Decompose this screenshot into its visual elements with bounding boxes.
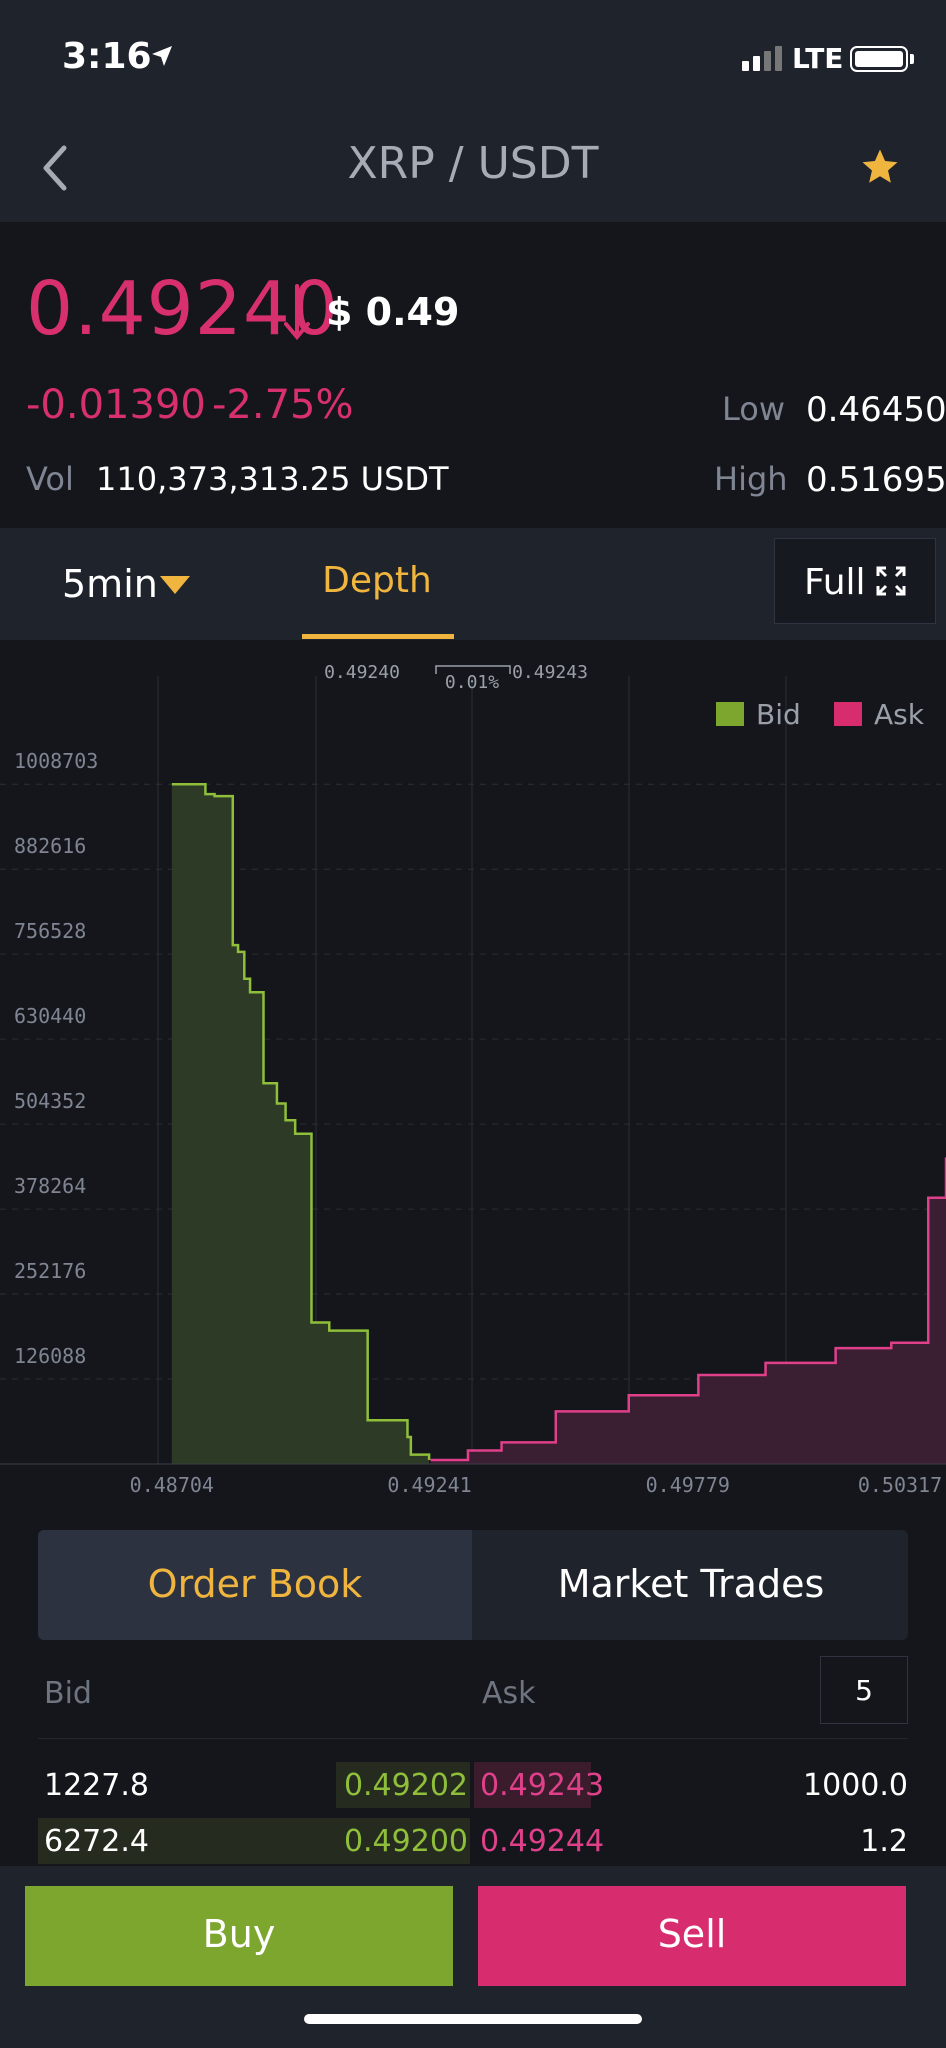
ask-price[interactable]: 0.49244: [480, 1824, 605, 1859]
usd-price: $ 0.49: [326, 290, 460, 334]
x-tick-label: 0.49779: [646, 1473, 730, 1497]
fullscreen-label: Full: [804, 562, 866, 603]
status-bar: [0, 0, 946, 115]
price-change-percent: -2.75%: [212, 382, 354, 428]
legend-label-bid: Bid: [756, 698, 801, 731]
network-label: LTE: [792, 42, 844, 75]
spread-bid-price: 0.49240: [324, 662, 400, 683]
order-book-ask-header: Ask: [482, 1676, 536, 1711]
pair-title: XRP / USDT: [347, 138, 599, 189]
ask-quantity: 1000.0: [803, 1768, 908, 1803]
bid-depth-bar: [38, 1818, 470, 1864]
spread-percent: 0.01%: [445, 672, 499, 693]
y-tick-label: 882616: [14, 834, 86, 858]
ask-depth-bar: [474, 1762, 591, 1808]
ticker-panel: [0, 222, 946, 528]
bid-price[interactable]: 0.49200: [343, 1824, 468, 1859]
depth-level-value[interactable]: 5: [855, 1674, 873, 1707]
battery-tip: [910, 54, 914, 64]
bid-quantity: 6272.4: [44, 1824, 149, 1859]
tab-depth[interactable]: Depth: [322, 560, 432, 601]
location-arrow-icon: [152, 46, 172, 66]
sell-button-label[interactable]: Sell: [657, 1912, 727, 1956]
low-label: Low: [722, 390, 786, 428]
caret-down-icon[interactable]: [160, 576, 190, 594]
bid-area: [171, 784, 430, 1464]
battery-icon: [850, 46, 908, 72]
x-tick-label: 0.49241: [387, 1473, 471, 1497]
y-tick-label: 252176: [14, 1259, 86, 1283]
tab-order-book-label[interactable]: Order Book: [147, 1562, 363, 1606]
high-value: 0.51695: [806, 460, 946, 500]
spread-bracket: [435, 665, 511, 674]
ask-quantity: 1.2: [860, 1824, 908, 1859]
tab-order-book[interactable]: [38, 1530, 472, 1640]
y-tick-label: 1008703: [14, 749, 98, 773]
y-tick-label: 504352: [14, 1089, 86, 1113]
volume-value: 110,373,313.25 USDT: [96, 460, 449, 498]
ask-area: [430, 1157, 946, 1464]
back-chevron-icon[interactable]: [38, 142, 72, 194]
order-book-bid-header: Bid: [44, 1676, 92, 1711]
bid-price[interactable]: 0.49202: [343, 1768, 468, 1803]
order-book-divider: [38, 1738, 908, 1739]
arrow-down-icon: [284, 284, 310, 341]
x-tick-label: 0.48704: [130, 1473, 214, 1497]
buy-button-label[interactable]: Buy: [202, 1912, 276, 1956]
fullscreen-button[interactable]: [774, 538, 936, 624]
status-time: 3:16: [62, 36, 152, 77]
y-tick-label: 378264: [14, 1174, 86, 1198]
high-label: High: [714, 460, 788, 498]
signal-icon: [742, 46, 786, 71]
ask-price[interactable]: 0.49243: [480, 1768, 605, 1803]
legend-swatch-bid: [716, 702, 744, 726]
buy-button[interactable]: [25, 1886, 453, 1986]
nav-bar: [0, 115, 946, 222]
y-tick-label: 756528: [14, 919, 86, 943]
legend-swatch-ask: [834, 702, 862, 726]
legend-label-ask: Ask: [874, 698, 925, 731]
favorite-star-icon[interactable]: [858, 146, 902, 188]
y-tick-label: 126088: [14, 1344, 86, 1368]
bid-line: [171, 782, 431, 1460]
depth-level-selector[interactable]: [820, 1656, 908, 1724]
expand-icon[interactable]: [876, 566, 906, 596]
low-value: 0.46450: [806, 390, 946, 430]
spread-ask-price: 0.49243: [512, 662, 588, 683]
last-price: 0.49240: [26, 266, 340, 352]
bid-depth-bar: [336, 1762, 470, 1808]
home-indicator: [304, 2014, 642, 2024]
y-tick-label: 630440: [14, 1004, 86, 1028]
price-change: -0.01390: [26, 382, 206, 428]
depth-tab-underline: [302, 634, 454, 639]
tab-market-trades[interactable]: Market Trades: [557, 1562, 825, 1606]
ask-line: [430, 1157, 946, 1462]
interval-selector[interactable]: 5min: [62, 562, 158, 606]
sell-button[interactable]: [478, 1886, 906, 1986]
depth-chart[interactable]: 1008703 882616 756528 630440 504352 378264 252…: [0, 640, 946, 1500]
depth-chart-svg: 1008703 882616 756528 630440 504352 378264 252…: [0, 662, 946, 1497]
bid-quantity: 1227.8: [44, 1768, 149, 1803]
volume-label: Vol: [26, 460, 74, 498]
x-tick-label: 0.50317: [858, 1473, 942, 1497]
